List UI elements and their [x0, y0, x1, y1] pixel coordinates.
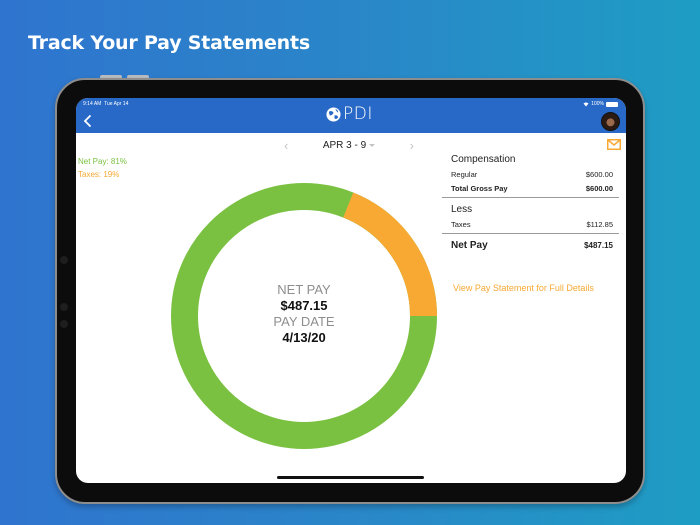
headline: Track Your Pay Statements [28, 32, 310, 54]
chart-legend: Net Pay: 81% Taxes: 19% [78, 156, 127, 181]
divider [442, 233, 619, 234]
status-indicators: 100% [583, 101, 618, 107]
pay-donut-chart [171, 183, 437, 449]
avatar[interactable] [601, 112, 620, 131]
device-sensor [60, 256, 68, 264]
battery-percent: 100% [591, 101, 604, 107]
back-icon[interactable] [81, 114, 95, 128]
legend-net-pay: Net Pay: 81% [78, 157, 127, 166]
week-selector[interactable]: APR 3 - 9 [323, 140, 376, 151]
battery-icon [606, 101, 618, 107]
envelope-icon[interactable] [607, 139, 621, 150]
compensation-title: Compensation [451, 154, 516, 165]
total-gross-row: Total Gross Pay $600.00 [451, 184, 613, 193]
status-time: 9:14 AM Tue Apr 14 [83, 101, 129, 107]
divider [442, 197, 619, 198]
app-screen: 9:14 AM Tue Apr 14 100% PDI ‹ APR 3 - 9 … [76, 98, 626, 483]
globe-icon [326, 106, 341, 122]
taxes-segment [171, 183, 437, 449]
pay-date-value: 4/13/20 [282, 330, 326, 345]
less-title: Less [451, 204, 473, 215]
donut-center: NET PAY $487.15 PAY DATE 4/13/20 [254, 282, 354, 346]
prev-week-icon[interactable]: ‹ [284, 137, 289, 153]
net-pay-row: Net Pay $487.15 [451, 240, 613, 251]
dropdown-caret-icon [369, 143, 376, 147]
pdi-logo: PDI [326, 104, 373, 124]
device-sensor [60, 303, 68, 311]
pay-summary: Compensation Regular $600.00 Total Gross … [442, 152, 619, 254]
pay-date-label: PAY DATE [273, 314, 335, 329]
navbar: 9:14 AM Tue Apr 14 100% PDI [76, 98, 626, 133]
legend-taxes: Taxes: 19% [78, 169, 120, 179]
net-pay-value: $487.15 [280, 298, 328, 313]
net-pay-label: NET PAY [277, 282, 331, 297]
volume-up-button [100, 75, 122, 79]
device-sensor [60, 320, 68, 328]
volume-down-button [127, 75, 149, 79]
home-indicator [277, 476, 424, 479]
view-pay-statement-link[interactable]: View Pay Statement for Full Details [453, 283, 594, 293]
wifi-icon [583, 102, 589, 106]
week-navigator: ‹ APR 3 - 9 › [284, 138, 414, 152]
next-week-icon[interactable]: › [409, 137, 414, 153]
regular-row: Regular $600.00 [451, 170, 613, 179]
taxes-row: Taxes $112.85 [451, 220, 613, 229]
